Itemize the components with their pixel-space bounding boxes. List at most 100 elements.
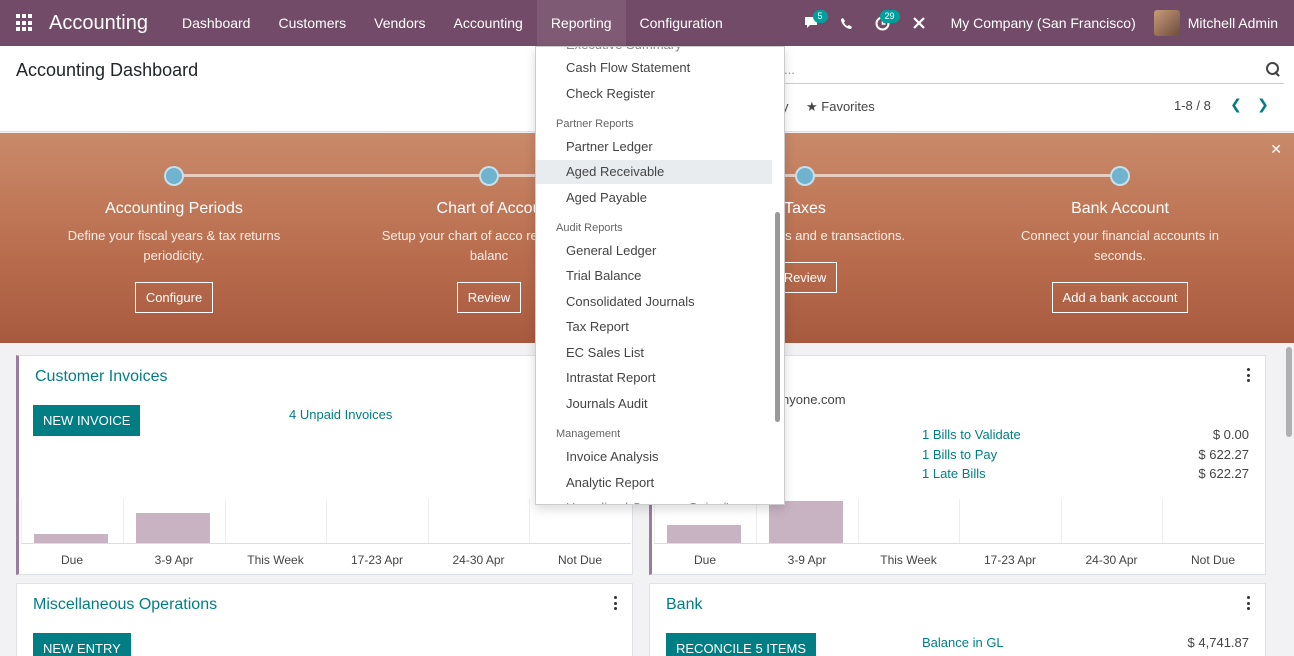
chart-col bbox=[858, 499, 959, 543]
chart-col bbox=[529, 499, 631, 543]
menu-customers[interactable]: Customers bbox=[278, 15, 347, 31]
reconcile-items-button[interactable]: RECONCILE 5 ITEMS bbox=[666, 633, 817, 656]
step-title: Bank Account bbox=[1071, 200, 1169, 217]
menu-item-aged-receivable[interactable]: Aged Receivable bbox=[536, 160, 772, 184]
app-brand[interactable]: Accounting bbox=[49, 11, 148, 34]
chart-col bbox=[123, 499, 225, 543]
chat-icon[interactable]: 5 bbox=[793, 0, 829, 46]
menu-item-trial-balance[interactable]: Trial Balance bbox=[566, 268, 642, 283]
chart-col bbox=[21, 499, 123, 543]
dropdown-scrollbar[interactable] bbox=[775, 212, 780, 422]
favorites-button[interactable]: ★ Favorites bbox=[806, 99, 875, 115]
unpaid-invoices-link[interactable]: 4 Unpaid Invoices bbox=[289, 407, 393, 422]
step-dot bbox=[795, 166, 815, 186]
menu-item-check-register[interactable]: Check Register bbox=[566, 86, 655, 101]
menu-item-ec-sales-list[interactable]: EC Sales List bbox=[566, 345, 645, 360]
avatar bbox=[1153, 10, 1180, 36]
chart-bar-3-9-apr[interactable] bbox=[769, 501, 843, 543]
configure-button[interactable]: Configure bbox=[134, 282, 214, 313]
chart-label: 24-30 Apr bbox=[1085, 553, 1138, 567]
chart-col bbox=[756, 499, 858, 543]
group-by-fragment[interactable]: y bbox=[782, 99, 789, 114]
user-name: Mitchell Admin bbox=[1187, 15, 1278, 31]
step-dot bbox=[164, 166, 184, 186]
chart-label: Not Due bbox=[557, 553, 603, 567]
activity-clock-icon[interactable]: 29 bbox=[865, 0, 901, 46]
menu-item-invoice-analysis[interactable]: Invoice Analysis bbox=[566, 449, 659, 464]
bills-to-pay-amount: $ 622.27 bbox=[1198, 447, 1249, 462]
new-invoice-button[interactable]: NEW INVOICE bbox=[33, 405, 141, 436]
add-bank-account-button[interactable]: Add a bank account bbox=[1051, 282, 1189, 313]
star-icon: ★ bbox=[806, 99, 818, 114]
company-switcher[interactable]: My Company (San Francisco) bbox=[950, 15, 1136, 31]
activity-badge: 29 bbox=[879, 10, 900, 23]
menu-item-executive-summary[interactable]: Executive Summary bbox=[536, 47, 772, 57]
card-title[interactable]: Miscellaneous Operations bbox=[33, 596, 218, 613]
new-entry-button[interactable]: NEW ENTRY bbox=[33, 633, 131, 656]
step-title: Taxes bbox=[784, 200, 826, 217]
menu-accounting[interactable]: Accounting bbox=[453, 15, 523, 31]
menu-item-general-ledger[interactable]: General Ledger bbox=[566, 243, 657, 258]
vendor-email-alias: nyone.com bbox=[782, 392, 846, 407]
step-dot bbox=[1110, 166, 1130, 186]
section-header-audit: Audit Reports bbox=[556, 222, 623, 234]
kebab-menu-icon[interactable] bbox=[1247, 596, 1251, 610]
chart-label: 24-30 Apr bbox=[452, 553, 505, 567]
menu-item-analytic-report[interactable]: Analytic Report bbox=[566, 475, 655, 490]
close-icon[interactable]: ✕ bbox=[1270, 141, 1282, 157]
pager-prev-icon[interactable]: ❮ bbox=[1230, 96, 1242, 112]
menu-item-unrealized-currency[interactable]: Unrealized Currency Gains/Losses bbox=[536, 496, 772, 504]
phone-icon[interactable] bbox=[829, 0, 865, 46]
step-title: Chart of Accou bbox=[436, 200, 542, 217]
step-dot bbox=[479, 166, 499, 186]
tools-icon[interactable] bbox=[901, 0, 937, 46]
menu-item-consolidated-journals[interactable]: Consolidated Journals bbox=[566, 294, 695, 309]
menu-item-partner-ledger[interactable]: Partner Ledger bbox=[566, 139, 653, 154]
menu-item-aged-payable[interactable]: Aged Payable bbox=[566, 190, 647, 205]
chart-baseline bbox=[654, 543, 1264, 544]
chart-bar-3-9-apr[interactable] bbox=[136, 513, 210, 543]
page-scrollbar[interactable] bbox=[1286, 347, 1292, 437]
chart-bar-due[interactable] bbox=[667, 525, 741, 543]
menu-item-cash-flow-statement[interactable]: Cash Flow Statement bbox=[566, 60, 691, 75]
menu-reporting[interactable]: Reporting bbox=[536, 0, 626, 46]
pager-value[interactable]: 1-8 / 8 bbox=[1174, 98, 1211, 113]
kebab-menu-icon[interactable] bbox=[614, 596, 618, 610]
menu-configuration[interactable]: Configuration bbox=[639, 15, 723, 31]
card-title[interactable]: Customer Invoices bbox=[35, 368, 168, 385]
misc-operations-card: Miscellaneous Operations NEW ENTRY bbox=[16, 583, 633, 656]
chart-label: 17-23 Apr bbox=[350, 553, 404, 567]
menu-item-tax-report[interactable]: Tax Report bbox=[566, 319, 629, 334]
search-icon[interactable] bbox=[1266, 62, 1280, 76]
chart-col bbox=[326, 499, 428, 543]
section-header-partner: Partner Reports bbox=[556, 118, 634, 130]
review-coa-button[interactable]: Review bbox=[456, 282, 522, 313]
step-desc: Connect your financial accounts in secon… bbox=[1020, 228, 1219, 263]
late-bills-link[interactable]: 1 Late Bills bbox=[922, 466, 986, 481]
search-input[interactable]: ... bbox=[784, 58, 1284, 84]
menu-item-intrastat-report[interactable]: Intrastat Report bbox=[566, 370, 656, 385]
chart-col bbox=[225, 499, 326, 543]
balance-in-gl-link[interactable]: Balance in GL bbox=[922, 635, 1004, 650]
step-accounting-periods: Accounting Periods Define your fiscal ye… bbox=[24, 166, 324, 313]
chart-col bbox=[959, 499, 1061, 543]
bills-to-pay-link[interactable]: 1 Bills to Pay bbox=[922, 447, 998, 462]
page-title: Accounting Dashboard bbox=[16, 60, 199, 80]
apps-menu-icon[interactable] bbox=[16, 14, 34, 32]
chart-label: 3-9 Apr bbox=[154, 553, 194, 567]
bills-to-validate-link[interactable]: 1 Bills to Validate bbox=[922, 427, 1021, 442]
step-title: Accounting Periods bbox=[105, 200, 243, 217]
pager-next-icon[interactable]: ❯ bbox=[1257, 96, 1269, 112]
bank-card: Bank RECONCILE 5 ITEMS Balance in GL $ 4… bbox=[649, 583, 1266, 656]
chart-col bbox=[428, 499, 529, 543]
menu-item-journals-audit[interactable]: Journals Audit bbox=[566, 396, 648, 411]
kebab-menu-icon[interactable] bbox=[1247, 368, 1251, 382]
menu-dashboard[interactable]: Dashboard bbox=[181, 15, 251, 31]
chart-label: This Week bbox=[880, 553, 937, 567]
menu-vendors[interactable]: Vendors bbox=[374, 15, 426, 31]
chart-col bbox=[1061, 499, 1162, 543]
card-title[interactable]: Bank bbox=[666, 596, 703, 613]
chart-bar-due[interactable] bbox=[34, 534, 108, 543]
customer-invoices-card: Customer Invoices NEW INVOICE 4 Unpaid I… bbox=[16, 355, 633, 575]
user-menu[interactable]: Mitchell Admin bbox=[1153, 10, 1294, 36]
